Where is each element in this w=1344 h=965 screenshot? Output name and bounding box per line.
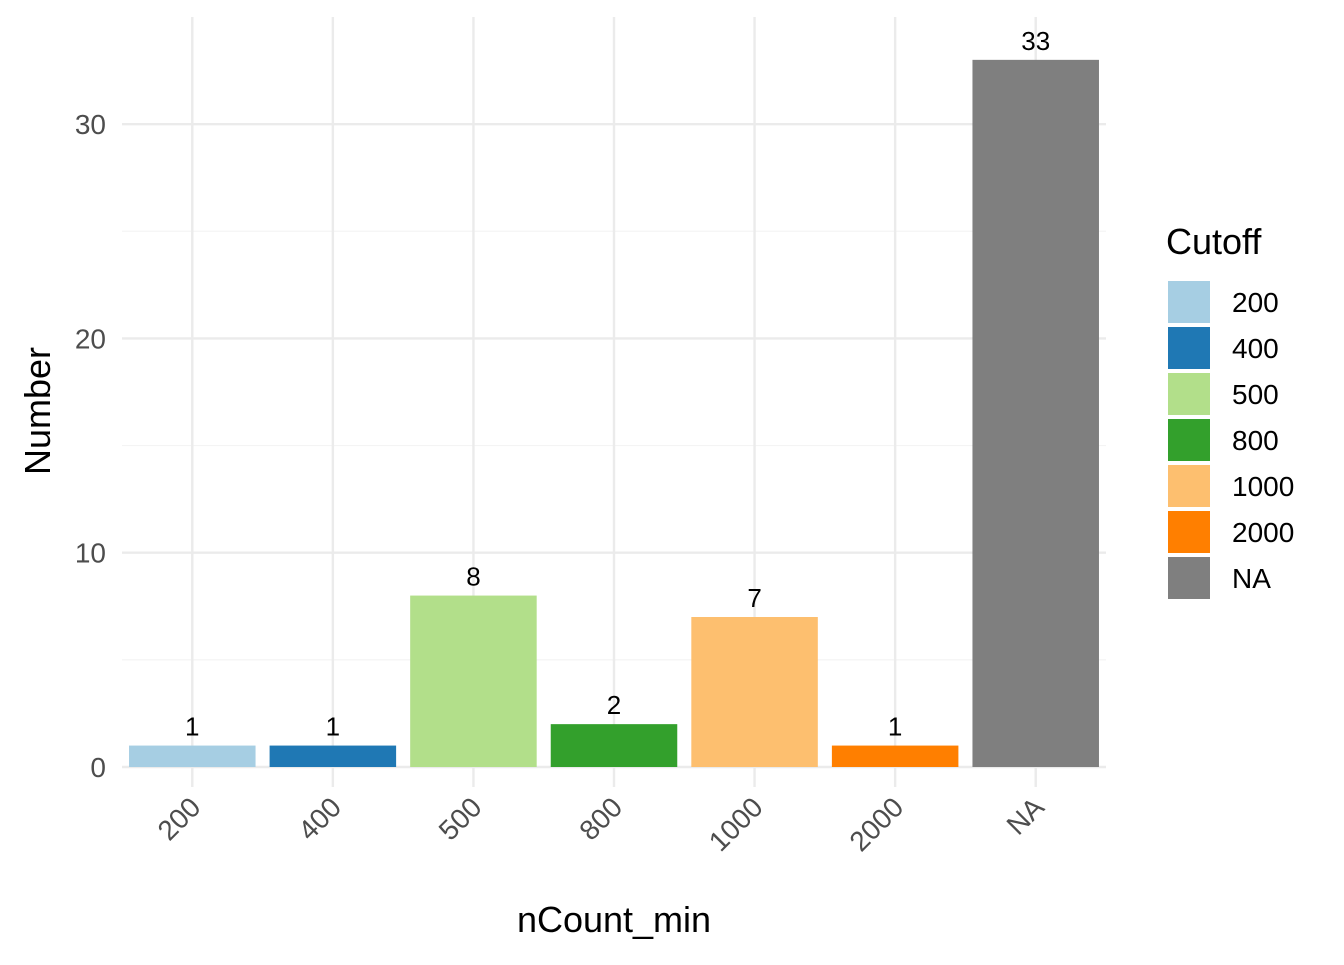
- legend: Cutoff 200 400 500 800 1000 2000 NA: [1166, 221, 1294, 599]
- bar-800: [550, 724, 678, 767]
- bar-2000: [831, 745, 959, 767]
- legend-label-500: 500: [1232, 379, 1279, 410]
- y-tick-label: 30: [75, 109, 106, 140]
- data-label-400: 1: [326, 712, 340, 742]
- grid-lines: [122, 17, 1106, 787]
- legend-label-na: NA: [1232, 563, 1271, 594]
- legend-label-400: 400: [1232, 333, 1279, 364]
- x-tick-label-2000: 2000: [843, 791, 909, 857]
- data-label-800: 2: [607, 690, 621, 720]
- y-tick-label: 10: [75, 538, 106, 569]
- legend-label-200: 200: [1232, 287, 1279, 318]
- x-axis-title: nCount_min: [517, 899, 711, 940]
- data-label-1000: 7: [747, 583, 761, 613]
- bar-500: [410, 595, 537, 767]
- x-tick-label-200: 200: [152, 791, 207, 846]
- y-axis-ticks: 0 10 20 30: [75, 109, 106, 783]
- bar-400: [269, 745, 397, 767]
- legend-items: 200 400 500 800 1000 2000 NA: [1168, 281, 1294, 599]
- data-label-200: 1: [185, 712, 199, 742]
- bar-1000: [691, 617, 818, 767]
- legend-label-800: 800: [1232, 425, 1279, 456]
- legend-key-200: [1168, 281, 1210, 323]
- legend-title: Cutoff: [1166, 221, 1262, 262]
- y-tick-label: 20: [75, 323, 106, 354]
- x-axis-ticks: 200 400 500 800 1000 2000 NA: [152, 791, 1051, 857]
- legend-key-500: [1168, 373, 1210, 415]
- bar-na: [972, 59, 1099, 768]
- y-axis-title: Number: [17, 347, 58, 475]
- legend-key-na: [1168, 557, 1210, 599]
- bar-200: [129, 745, 256, 767]
- legend-key-1000: [1168, 465, 1210, 507]
- data-label-na: 33: [1021, 26, 1050, 56]
- x-tick-label-400: 400: [292, 791, 347, 846]
- data-label-500: 8: [466, 562, 480, 592]
- x-tick-label-1000: 1000: [703, 791, 769, 857]
- legend-label-2000: 2000: [1232, 517, 1294, 548]
- legend-key-400: [1168, 327, 1210, 369]
- data-labels: 1 1 8 2 7 1 33: [185, 26, 1050, 742]
- x-tick-label-800: 800: [573, 791, 628, 846]
- legend-label-1000: 1000: [1232, 471, 1294, 502]
- legend-key-2000: [1168, 511, 1210, 553]
- data-label-2000: 1: [888, 712, 902, 742]
- x-tick-label-na: NA: [1001, 791, 1051, 841]
- bars: [129, 59, 1099, 768]
- x-tick-label-500: 500: [433, 791, 488, 846]
- legend-key-800: [1168, 419, 1210, 461]
- y-tick-label: 0: [90, 752, 106, 783]
